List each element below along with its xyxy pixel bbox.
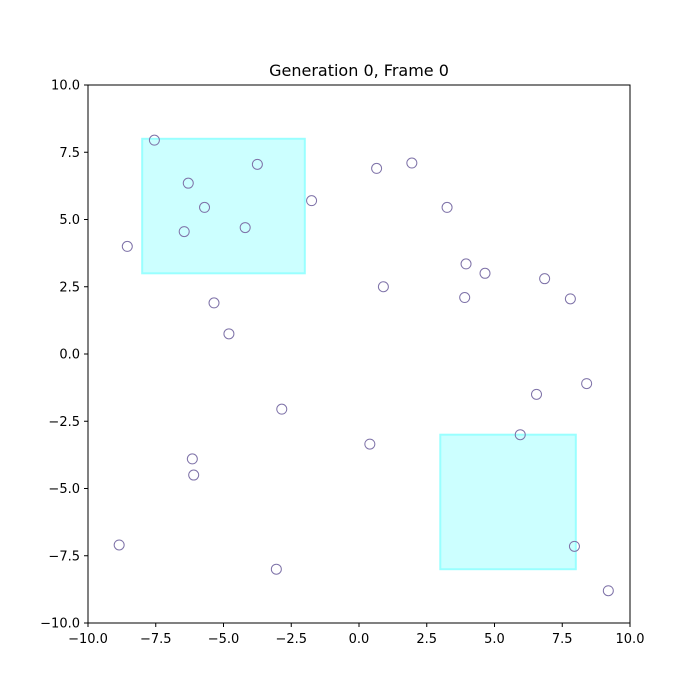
x-tick-label: 5.0 — [484, 632, 505, 647]
scatter-point — [182, 177, 194, 189]
scatter-point — [459, 292, 471, 304]
scatter-point — [148, 134, 160, 146]
scatter-point — [178, 226, 190, 238]
scatter-point — [223, 328, 235, 340]
x-tick-label: 10.0 — [616, 632, 645, 647]
scatter-point — [581, 378, 593, 390]
x-tick-label: 7.5 — [552, 632, 573, 647]
y-tick-label: −2.5 — [48, 415, 80, 430]
scatter-point — [568, 540, 580, 552]
scatter-point — [371, 162, 383, 174]
scatter-point — [306, 195, 318, 207]
scatter-point — [188, 469, 200, 481]
scatter-point — [364, 438, 376, 450]
x-tick-label: 2.5 — [416, 632, 437, 647]
scatter-point — [276, 403, 288, 415]
scatter-point — [208, 297, 220, 309]
y-tick-label: 7.5 — [59, 146, 80, 161]
points-layer — [113, 134, 614, 597]
scatter-point — [199, 201, 211, 213]
region-2 — [439, 433, 577, 571]
scatter-point — [406, 157, 418, 169]
scatter-point — [113, 539, 125, 551]
x-tick-label: −7.5 — [140, 632, 172, 647]
scatter-point — [121, 240, 133, 252]
chart-title: Generation 0, Frame 0 — [269, 61, 449, 80]
scatter-point — [514, 429, 526, 441]
scatter-point — [441, 201, 453, 213]
x-axis: −10.0 −7.5 −5.0 −2.5 0.0 2.5 5.0 7.5 10.0 — [68, 623, 644, 647]
region-1 — [141, 137, 306, 275]
scatter-point — [564, 293, 576, 305]
scatter-point — [270, 563, 282, 575]
y-tick-label: 0.0 — [59, 348, 80, 363]
y-tick-label: 10.0 — [51, 79, 80, 94]
scatter-point — [239, 222, 251, 234]
scatter-point — [251, 158, 263, 170]
y-tick-label: −10.0 — [40, 617, 80, 632]
scatter-point — [377, 281, 389, 293]
x-tick-label: −2.5 — [275, 632, 307, 647]
y-tick-label: 5.0 — [59, 213, 80, 228]
x-tick-label: −5.0 — [208, 632, 240, 647]
scatter-point — [531, 388, 543, 400]
scatter-point — [186, 453, 198, 465]
y-tick-label: 2.5 — [59, 280, 80, 295]
regions-layer — [141, 137, 577, 571]
scatter-point — [479, 267, 491, 279]
y-tick-label: −5.0 — [48, 482, 80, 497]
x-tick-label: 0.0 — [349, 632, 370, 647]
y-tick-label: −7.5 — [48, 549, 80, 564]
y-axis: −10.0 −7.5 −5.0 −2.5 0.0 2.5 5.0 7.5 10.0 — [40, 79, 88, 632]
scatter-point — [539, 273, 551, 285]
scatter-point — [602, 585, 614, 597]
x-tick-label: −10.0 — [68, 632, 108, 647]
scatter-point — [460, 258, 472, 270]
